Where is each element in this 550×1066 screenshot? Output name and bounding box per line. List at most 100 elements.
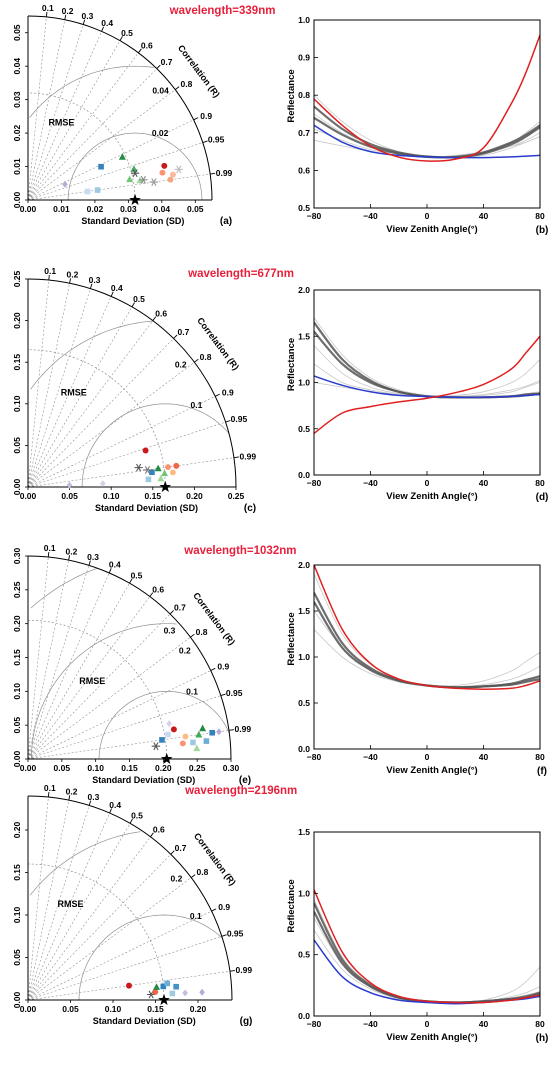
x-tick-label-4: 80 (535, 478, 545, 488)
correlation-tick-5 (150, 832, 154, 838)
x-tick-label-2: 0.10 (103, 491, 120, 501)
x-tick-label-2: 0 (425, 478, 430, 488)
correlation-tick-label-4: 0.5 (131, 570, 143, 580)
correlation-tick-3 (108, 568, 112, 574)
correlation-tick-label-5: 0.6 (152, 584, 164, 594)
x-tick-label-4: 0.04 (154, 204, 171, 214)
correlation-ray-8 (27, 396, 216, 488)
x-tick-label-4: 0.20 (190, 1004, 207, 1014)
correlation-ray-7 (27, 361, 195, 488)
x-tick-label-6: 0.30 (223, 763, 240, 773)
outer-correlation-arc (27, 15, 213, 201)
correlation-tick-label-2: 0.3 (87, 792, 99, 802)
y-tick-label-4: 0.20 (12, 312, 22, 329)
correlation-axis-label: Correlation (R) (176, 43, 222, 99)
correlation-ray-1 (27, 283, 70, 488)
correlation-tick-label-4: 0.5 (133, 294, 145, 304)
correlation-tick-5 (138, 48, 142, 54)
y-tick-label-1: 0.01 (12, 158, 22, 175)
correlation-tick-4 (131, 302, 135, 308)
marker-star6-8 (130, 169, 140, 178)
y-tick-label-1: 0.5 (298, 950, 310, 960)
line-chart-d: −80 −40 0 40 80 0.0 0.5 1.0 1.5 2.0 View Zenith An… (286, 285, 548, 503)
x-tick-label-4: 80 (535, 211, 545, 221)
x-tick-label-3: 40 (479, 478, 489, 488)
y-tick-label-5: 1.0 (298, 15, 310, 25)
correlation-tick-4 (129, 818, 133, 824)
correlation-ray-10 (27, 730, 230, 760)
rmse-arc-1 (30, 320, 154, 390)
correlation-tick-10 (229, 970, 235, 972)
plot-area (314, 317, 540, 435)
marker-circle-3 (170, 726, 177, 733)
reference-star (158, 993, 170, 1005)
y-tick-label-0: 0.0 (298, 470, 310, 480)
correlation-tick-5 (152, 316, 157, 321)
panel-label: (d) (536, 492, 549, 503)
correlation-tick-9 (225, 420, 231, 423)
y-tick-label-3: 1.5 (298, 827, 310, 837)
correlation-tick-label-2: 0.3 (87, 552, 99, 562)
marker-triangle-8 (195, 730, 203, 738)
y-tick-label-2: 1.0 (298, 652, 310, 662)
x-tick-label-2: 0 (425, 211, 430, 221)
x-tick-label-5: 0.25 (228, 491, 245, 501)
correlation-ray-7 (27, 636, 191, 760)
correlation-tick-label-9: 0.95 (227, 928, 244, 938)
correlation-ray-2 (27, 565, 90, 760)
outer-correlation-arc (27, 278, 237, 488)
marker-diamond-9 (199, 988, 205, 996)
marker-circle-15 (167, 176, 174, 183)
correlation-ray-1 (27, 800, 70, 1001)
correlation-tick-label-7: 0.8 (196, 627, 208, 637)
plot-frame (313, 564, 541, 750)
correlation-tick-6 (169, 610, 174, 615)
correlation-tick-8 (210, 667, 216, 671)
correlation-ray-0 (27, 280, 50, 488)
series-grey-4 (314, 911, 540, 1004)
series-light-0 (314, 345, 540, 398)
series-light-3 (314, 380, 540, 398)
correlation-tick-label-1: 0.2 (65, 546, 77, 556)
y-tick-label-1: 0.6 (298, 165, 310, 175)
correlation-tick-label-6: 0.7 (174, 603, 186, 613)
correlation-tick-4 (119, 36, 123, 41)
taylor-diagram-c: 0.1 0.2 RMSE 0.1 0.2 0.3 0.4 0.5 0.6 0.7 0.8 0.9 0.9… (12, 266, 294, 514)
series-light-2 (314, 574, 540, 688)
correlation-ray-6 (27, 854, 172, 1001)
marker-square-7 (190, 739, 196, 746)
reference-sd-arc (27, 92, 136, 201)
y-tick-label-1: 0.05 (12, 949, 22, 966)
correlation-tick-3 (110, 291, 114, 297)
reference-star (159, 480, 172, 492)
panel-label: (g) (240, 1016, 253, 1027)
correlation-axis-label: Correlation (R) (192, 831, 238, 887)
rmse-arc-label-0: 0.1 (190, 911, 202, 921)
x-tick-label-1: −40 (363, 1019, 378, 1029)
correlation-tick-0 (45, 11, 48, 17)
correlation-tick-label-8: 0.9 (218, 902, 230, 912)
correlation-tick-1 (69, 278, 72, 284)
marker-circle-6 (182, 733, 189, 740)
correlation-tick-7 (194, 358, 199, 363)
x-tick-label-1: 0.01 (53, 204, 70, 214)
correlation-tick-3 (101, 26, 105, 32)
x-axis-label: View Zenith Angle(°) (386, 765, 477, 776)
marker-square-3 (149, 469, 155, 476)
rmse-arc-label-1: 0.2 (170, 873, 182, 883)
plot-frame (313, 289, 541, 476)
y-tick-label-3: 0.03 (12, 91, 22, 108)
correlation-ray-2 (27, 805, 90, 1001)
y-tick-label-3: 0.8 (298, 90, 310, 100)
y-tick-label-2: 0.02 (12, 125, 22, 142)
y-axis-label: Reflectance (286, 69, 297, 122)
correlation-tick-label-9: 0.95 (208, 135, 225, 145)
correlation-tick-10 (228, 729, 234, 731)
correlation-ray-0 (27, 16, 47, 201)
series-blue-6 (314, 375, 540, 399)
series-blue-6 (314, 124, 540, 159)
rmse-label: RMSE (57, 899, 83, 909)
x-axis-label: Standard Deviation (SD) (93, 1016, 196, 1026)
rmse-arc-0 (67, 132, 203, 201)
y-tick-label-2: 0.10 (12, 906, 22, 923)
